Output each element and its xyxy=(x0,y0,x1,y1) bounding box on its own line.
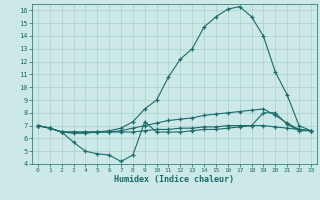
X-axis label: Humidex (Indice chaleur): Humidex (Indice chaleur) xyxy=(115,175,234,184)
